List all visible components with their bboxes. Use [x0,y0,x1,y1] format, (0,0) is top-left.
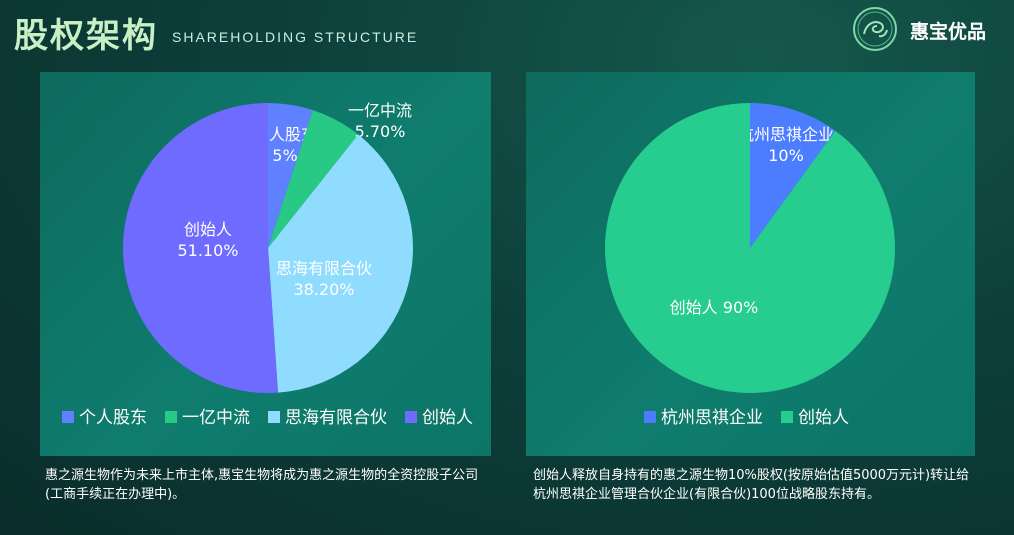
legend-label-2: 创始人 [798,408,849,428]
data-label-value-1: 5% [272,146,297,165]
caption-right: 创始人释放自身持有的惠之源生物10%股权(按原始估值5000万元计)转让给杭州思… [533,468,970,502]
legend-swatch-2 [780,411,793,423]
legend-label-3: 思海有限合伙 [285,408,387,428]
legend-swatch-3 [267,411,280,423]
data-label-category-1: 个人股东 [253,125,317,144]
pie-slice-3 [268,134,413,393]
data-label-category-3: 思海有限合伙 [276,259,372,278]
pie-slice-2 [604,102,895,393]
caption-left: 惠之源生物作为未来上市主体,惠宝生物将成为惠之源生物的全资控股子公司(工商手续正… [45,468,479,502]
pie-slice-1 [750,103,836,248]
data-label-category-2: 一亿中流 [348,101,412,120]
header: 股权架构 SHAREHOLDING STRUCTURE 惠宝优品 [0,0,1014,60]
data-label-value-4: 51.10% [177,241,238,260]
legend-label-4: 创始人 [422,408,473,428]
pie-slice-2 [268,110,359,248]
page-title: 股权架构 [14,16,158,56]
pie-panel-left: 个人股东 5% 一亿中流 5.70% 思海有限合伙 38.20% 创始人 51.10% 个人股东… [40,72,491,456]
data-label-category-4: 创始人 [184,220,232,239]
dragon-seal-icon [853,7,897,51]
legend-swatch-1 [62,411,74,423]
legend-swatch-1 [644,411,656,423]
data-label-2: 创始人 90% [670,298,759,317]
data-label-value-2: 5.70% [355,122,406,141]
legend-swatch-4 [404,411,417,423]
legend-label-2: 一亿中流 [182,408,250,428]
pie-chart-left: 个人股东 5% 一亿中流 5.70% 思海有限合伙 38.20% 创始人 51.10% 个人股东… [62,101,473,428]
data-label-category-1: 杭州思祺企业 [738,125,834,144]
legend-swatch-2 [164,411,177,423]
data-label-value-3: 38.20% [293,280,354,299]
data-label-value-1: 10% [768,146,804,165]
brand-name: 惠宝优品 [910,21,987,43]
pie-slice-1 [268,103,313,248]
pie-panel-right: 杭州思祺企业 10% 创始人 90% 杭州思祺企业 创始人 [526,72,975,456]
legend-label-1: 个人股东 [79,408,147,428]
legend-label-1: 杭州思祺企业 [661,408,763,428]
page-subtitle: SHAREHOLDING STRUCTURE [172,29,419,45]
pie-slice-4 [122,102,279,393]
